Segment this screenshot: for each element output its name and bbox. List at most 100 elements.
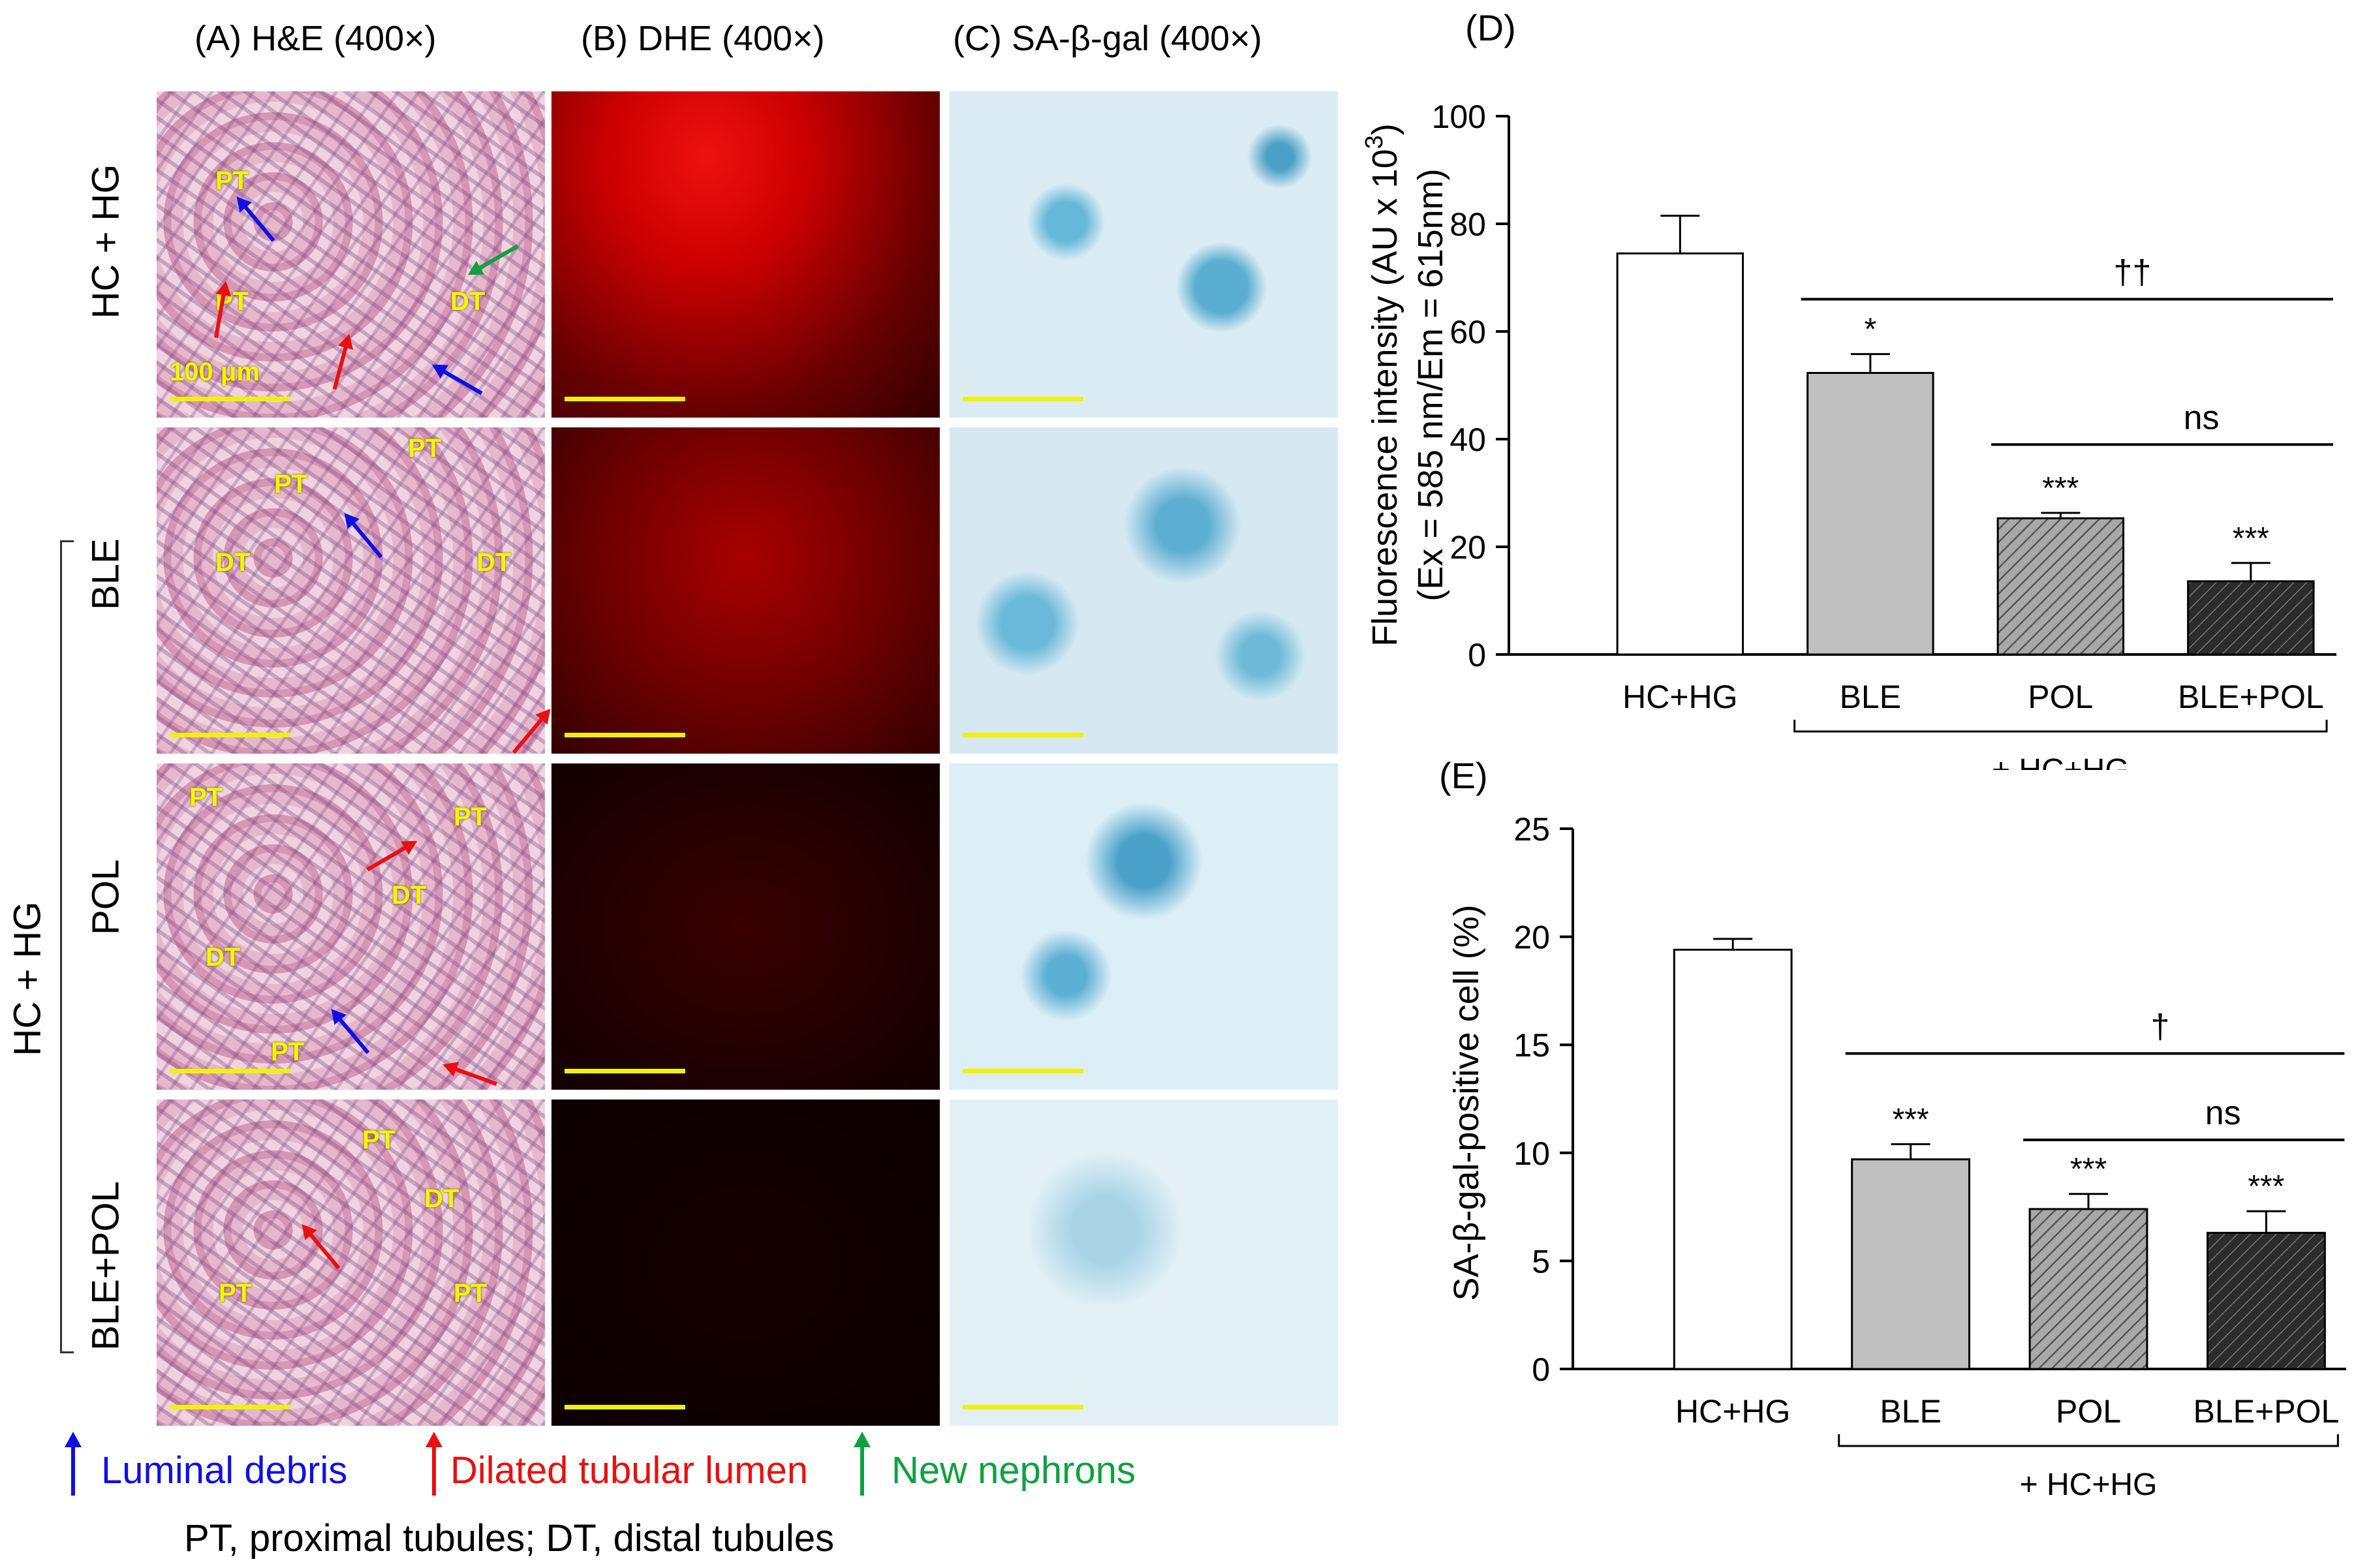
- row-label-ble-pol: BLE+POL: [84, 1181, 127, 1351]
- panel-c-title: (C) SA-β-gal (400×): [953, 19, 1262, 58]
- tubule-tag: DT: [215, 548, 251, 577]
- scale-bar: [565, 1069, 685, 1073]
- y-tick-label: 0: [1532, 1351, 1550, 1388]
- group-bracket: [1838, 1434, 2339, 1447]
- tubule-tag: DT: [392, 881, 427, 910]
- y-tick-label: 5: [1532, 1243, 1550, 1280]
- y-axis-label: Fluorescence intensity (AU x 103)(Ex = 5…: [1361, 123, 1450, 646]
- tubule-tag: DT: [476, 548, 512, 577]
- tubule-tag: PT: [215, 166, 249, 195]
- legend-abbreviations: PT, proximal tubules; DT, distal tubules: [184, 1517, 835, 1560]
- category-label: POL: [2028, 679, 2093, 715]
- scale-bar: [565, 1405, 685, 1409]
- y-tick-label: 15: [1513, 1027, 1550, 1064]
- y-tick-label: 25: [1513, 811, 1550, 848]
- panel-b-title: (B) DHE (400×): [581, 19, 825, 58]
- category-label: BLE+POL: [2178, 679, 2324, 715]
- significance-label: ***: [2233, 521, 2269, 556]
- y-tick-label: 20: [1449, 529, 1486, 566]
- category-label: BLE: [1880, 1393, 1942, 1430]
- bar: [1996, 517, 2125, 656]
- row-label-hc-hg: HC + HG: [84, 164, 127, 319]
- panel-label: (E): [1439, 755, 1488, 796]
- scale-bar: [565, 397, 685, 401]
- y-axis-label-line2: (Ex = 585 nm/Em = 615nm): [1411, 168, 1450, 601]
- significance-label: ***: [2248, 1169, 2284, 1204]
- red-arrow-icon: [504, 703, 557, 761]
- scale-bar: [963, 1069, 1083, 1073]
- tubule-tag: PT: [454, 803, 488, 831]
- scale-bar: [565, 733, 685, 737]
- red-arrow-icon: [296, 1219, 349, 1277]
- tubule-tag: PT: [219, 1279, 253, 1308]
- y-axis-label-line1: Fluorescence intensity (AU x 103): [1361, 123, 1404, 646]
- blue-arrow-icon: [325, 1004, 378, 1062]
- tubule-tag: PT: [454, 1279, 488, 1308]
- bracket-label: + HC+HG: [1992, 753, 2130, 770]
- micrograph-he-row-4: [157, 1099, 545, 1426]
- comparison-label: †: [2151, 1007, 2170, 1045]
- tubule-tag: DT: [450, 287, 486, 316]
- micrograph-dhe-row-2: [551, 427, 940, 754]
- red-arrow-icon: [424, 1432, 444, 1500]
- red-arrow-icon: [440, 1056, 504, 1094]
- bar: [2187, 580, 2315, 656]
- significance-label: *: [1864, 313, 1876, 347]
- tubule-tag: PT: [274, 470, 308, 499]
- green-arrow-icon: [463, 236, 525, 282]
- tubule-tag: PT: [189, 783, 223, 812]
- red-arrow-icon: [207, 279, 234, 343]
- bar: [1673, 948, 1793, 1370]
- significance-label: ***: [2070, 1152, 2107, 1187]
- category-label: HC+HG: [1622, 679, 1737, 715]
- scale-bar: [170, 1069, 290, 1073]
- y-tick-label: 60: [1449, 314, 1486, 350]
- scale-bar: [963, 397, 1083, 401]
- bracket-label: + HC+HG: [2020, 1468, 2158, 1502]
- micrograph-he-row-1: [157, 91, 545, 418]
- scale-label: 100 μm: [170, 358, 260, 386]
- significance-label: ***: [1893, 1103, 1929, 1137]
- micrograph-sa-gal-row-4: [950, 1099, 1338, 1426]
- micrograph-sa-gal-row-2: [950, 427, 1338, 754]
- panel-label: (D): [1465, 7, 1516, 48]
- micrograph-he-row-2: [157, 427, 545, 754]
- category-label: HC+HG: [1675, 1393, 1790, 1430]
- blue-arrow-icon: [230, 191, 283, 249]
- y-axis-label: SA-β-gal-positive cell (%): [1447, 904, 1486, 1300]
- scale-bar: [170, 397, 290, 401]
- scale-bar: [963, 733, 1083, 737]
- row-label-pol: POL: [84, 859, 127, 936]
- bar: [1806, 372, 1934, 656]
- y-tick-label: 0: [1468, 637, 1486, 673]
- blue-arrow-icon: [427, 357, 489, 403]
- chart-d: 0 20 40 60 80 100 HC+HG * BLE *** POL *** BLE+POL †† n…: [1361, 7, 2336, 770]
- blue-arrow-icon: [338, 508, 391, 566]
- tubule-tag: DT: [424, 1184, 459, 1213]
- y-tick-label: 20: [1513, 919, 1550, 956]
- micrograph-he-row-3: [157, 763, 545, 1090]
- blue-arrow-icon: [63, 1432, 83, 1500]
- y-tick-label: 80: [1449, 206, 1486, 243]
- significance-label: ***: [2042, 471, 2079, 506]
- red-arrow-icon: [325, 331, 358, 395]
- green-arrow-icon: [852, 1432, 872, 1500]
- bar: [1616, 252, 1744, 656]
- micrograph-dhe-row-4: [551, 1099, 940, 1426]
- scale-bar: [170, 1405, 290, 1409]
- tubule-tag: DT: [206, 943, 241, 972]
- y-tick-label: 100: [1432, 99, 1486, 135]
- row-label-ble: BLE: [84, 538, 127, 610]
- y-tick-label: 40: [1449, 422, 1486, 458]
- red-arrow-icon: [359, 833, 421, 879]
- bar: [2028, 1208, 2148, 1370]
- scale-bar: [170, 733, 290, 737]
- legend-new-nephrons: New nephrons: [891, 1449, 1136, 1492]
- bar: [2207, 1231, 2326, 1370]
- y-tick-label: 10: [1513, 1135, 1550, 1172]
- comparison-label: ns: [2184, 399, 2220, 437]
- micrograph-dhe-row-3: [551, 763, 940, 1090]
- tubule-tag: PT: [408, 434, 442, 463]
- category-label: BLE+POL: [2193, 1393, 2340, 1430]
- legend-luminal-debris: Luminal debris: [101, 1449, 348, 1492]
